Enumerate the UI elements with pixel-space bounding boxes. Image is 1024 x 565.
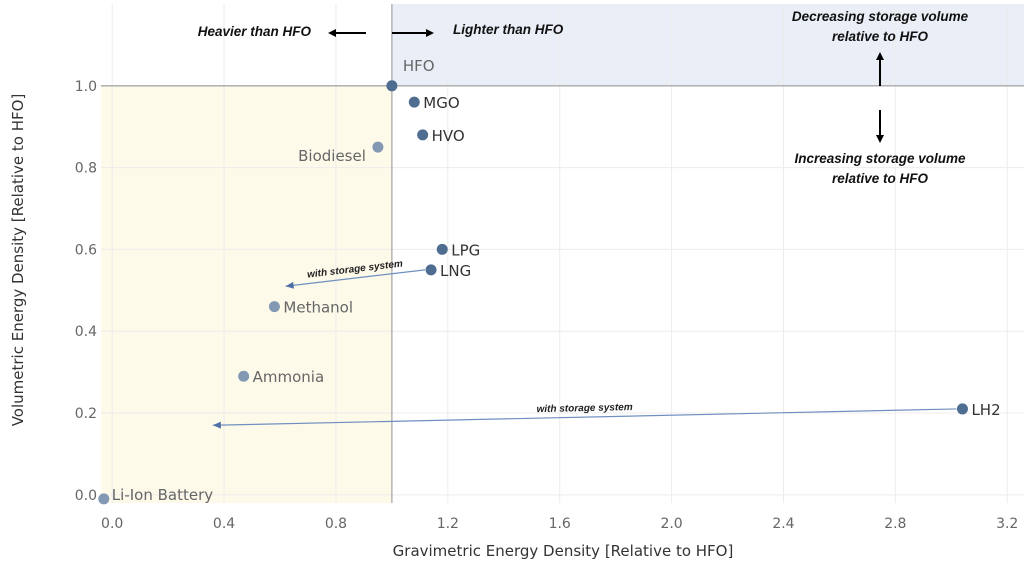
point-label-biodiesel: Biodiesel	[298, 147, 366, 165]
point-label-methanol: Methanol	[283, 299, 353, 317]
storage-arrow-line	[212, 408, 957, 426]
x-tick-label: 0.0	[101, 516, 123, 532]
x-tick-label: 1.2	[437, 516, 459, 532]
x-tick-label: 0.4	[213, 516, 235, 532]
point-label-mgo: MGO	[423, 94, 459, 112]
point-hfo	[386, 80, 398, 92]
decreasing-annotation-line2: relative to HFO	[832, 29, 929, 44]
x-tick-label: 0.8	[325, 516, 347, 532]
point-label-ammonia: Ammonia	[253, 368, 325, 386]
heavier-annotation: Heavier than HFO	[198, 24, 312, 39]
y-tick-label: 0.8	[75, 161, 97, 177]
x-axis-title: Gravimetric Energy Density [Relative to …	[393, 542, 734, 560]
point-label-lh2: LH2	[971, 401, 1000, 419]
point-label-li-ion-battery: Li-Ion Battery	[112, 486, 213, 504]
y-tick-label: 0.2	[75, 406, 97, 422]
increasing-annotation-line2: relative to HFO	[832, 171, 929, 186]
point-label-hvo: HVO	[432, 127, 465, 145]
point-label-lpg: LPG	[451, 241, 480, 259]
down-arrow-icon	[876, 110, 884, 143]
storage-arrowhead-icon	[285, 281, 294, 289]
point-biodiesel	[372, 141, 384, 153]
point-label-hfo: HFO	[403, 57, 435, 75]
point-label-lng: LNG	[440, 262, 471, 280]
right-arrow-icon	[392, 29, 434, 37]
y-tick-label: 1.0	[75, 79, 97, 95]
x-tick-label: 1.6	[549, 516, 571, 532]
point-methanol	[268, 301, 280, 313]
y-axis-title: Volumetric Energy Density [Relative to H…	[9, 94, 27, 427]
lighter-annotation: Lighter than HFO	[453, 22, 564, 37]
x-tick-label: 2.0	[660, 516, 682, 532]
y-tick-label: 0.4	[75, 324, 97, 340]
x-tick-label: 2.4	[772, 516, 794, 532]
point-lng	[425, 264, 437, 276]
x-tick-label: 2.8	[884, 516, 906, 532]
point-li-ion-battery	[98, 493, 110, 505]
point-ammonia	[238, 370, 250, 382]
storage-arrowhead-icon	[212, 421, 221, 429]
y-tick-label: 0.6	[75, 242, 97, 258]
left-arrow-icon	[328, 29, 366, 37]
increasing-annotation-line1: Increasing storage volume	[794, 151, 966, 166]
point-lh2	[956, 403, 968, 415]
storage-arrow-label: with storage system	[536, 402, 632, 415]
y-tick-label: 0.0	[75, 488, 97, 504]
heavier-region	[101, 85, 392, 503]
storage-arrow-line	[285, 269, 426, 287]
lighter-region	[391, 4, 1024, 86]
point-hvo	[417, 129, 429, 141]
decreasing-annotation-line1: Decreasing storage volume	[792, 9, 969, 24]
up-arrow-icon	[876, 52, 884, 86]
point-mgo	[408, 96, 420, 108]
point-lpg	[436, 243, 448, 255]
x-tick-label: 3.2	[996, 516, 1018, 532]
